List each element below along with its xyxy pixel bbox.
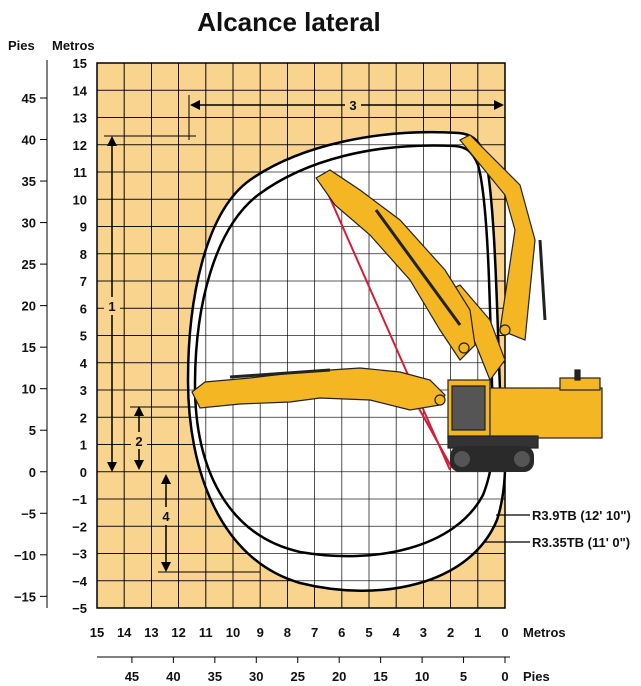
left-feet-tick-label: −5 [21,506,36,521]
excavator-tracks [450,446,534,472]
bottom-feet-tick-label: 35 [208,669,222,684]
dimension-2-label: 2 [135,434,142,449]
bottom-meters-tick-label: 8 [284,625,291,640]
bottom-meters-tick-label: 15 [90,625,104,640]
outer-reach-curve [186,130,507,592]
dimension-1: 1 [104,135,196,472]
bottom-feet-tick-label: 25 [291,669,305,684]
left-feet-tick-label: 15 [22,340,36,355]
bottom-meters-ticks: 15 14 13 12 11 10 9 8 7 6 5 4 3 2 1 0 [90,625,509,640]
left-feet-tick-label: 20 [22,299,36,314]
left-meters-tick-label: 9 [80,220,87,235]
dimension-1-label: 1 [108,299,115,314]
left-feet-tick-label: 0 [29,465,36,480]
bottom-feet-tick-label: 10 [415,669,429,684]
left-meters-tick-label: 15 [73,56,87,71]
dimension-3-label: 3 [349,98,356,113]
left-feet-tick-label: 30 [22,216,36,231]
left-feet-tick-label: 40 [22,133,36,148]
left-meters-tick-label: 5 [80,329,87,344]
left-meters-tick-label: 6 [80,301,87,316]
left-meters-tick-label: 11 [73,165,87,180]
bottom-feet-tick-label: 40 [166,669,180,684]
left-meters-tick-label: 8 [80,247,87,262]
inner-curve-label: R3.35TB (11' 0") [532,535,630,550]
left-feet-tick-label: 10 [22,382,36,397]
bottom-meters-tick-label: 13 [144,625,158,640]
dimension-4-label: 4 [162,509,170,524]
bottom-feet-tick-label: 45 [125,669,139,684]
bottom-feet-tick-label: 30 [249,669,263,684]
left-feet-tick-label: −10 [14,548,36,563]
excavator-body [447,369,603,449]
left-meters-tick-label: −3 [72,547,87,562]
diagram-title: Alcance lateral [197,7,381,37]
inner-reach-curve [193,144,496,558]
dimension-4: 4 [158,474,260,573]
bottom-feet-ticks: 45 40 35 30 25 20 15 10 5 0 [125,657,509,684]
left-feet-tick-label: 25 [22,257,36,272]
bottom-feet-tick-label: 5 [460,669,467,684]
bottom-meters-tick-label: 3 [420,625,427,640]
dimension-2: 2 [130,406,195,470]
bottom-feet-tick-label: 0 [501,669,508,684]
left-meters-tick-label: 0 [80,465,87,480]
left-feet-tick-label: 5 [29,423,36,438]
left-meters-tick-label: −5 [72,601,87,616]
dimension-3: 3 [188,95,504,140]
excavator-front-diagonal [315,169,476,361]
bottom-meters-tick-label: 14 [117,625,132,640]
bottom-meters-tick-label: 1 [474,625,481,640]
left-meters-tick-label: −2 [72,519,87,534]
bottom-meters-tick-label: 7 [311,625,318,640]
left-feet-tick-label: −15 [14,589,36,604]
left-meters-tick-label: 2 [80,410,87,425]
bottom-meters-tick-label: 0 [501,625,508,640]
bottom-meters-tick-label: 9 [257,625,264,640]
left-meters-tick-label: 14 [73,83,88,98]
left-meters-tick-label: 4 [80,356,88,371]
bottom-meters-tick-label: 10 [226,625,240,640]
excavator-front-horizontal [191,367,446,411]
grid-lines-overlay [97,63,505,608]
left-meters-tick-label: −1 [72,492,87,507]
outer-curve-callout: R3.9TB (12' 10") [496,508,631,523]
inner-curve-callout: R3.35TB (11' 0") [484,535,630,550]
meters-axis-label-top: Metros [52,38,95,53]
bottom-feet-tick-label: 20 [332,669,346,684]
meters-axis-label-bottom: Metros [523,625,566,640]
left-meters-tick-label: 10 [73,192,87,207]
left-meters-tick-label: 3 [80,383,87,398]
bottom-meters-tick-label: 6 [338,625,345,640]
bottom-meters-tick-label: 11 [199,625,213,640]
left-feet-tick-label: 45 [22,91,36,106]
bottom-meters-tick-label: 12 [171,625,185,640]
bottom-meters-tick-label: 2 [447,625,454,640]
left-feet-ticks: 45 40 35 30 25 20 15 10 5 0 −5 −10 −15 [14,91,47,604]
left-meters-tick-label: 13 [73,111,87,126]
left-feet-tick-label: 35 [22,174,36,189]
left-meters-tick-label: 12 [73,138,87,153]
left-meters-tick-label: 1 [80,438,87,453]
feet-axis-label-bottom: Pies [523,669,550,684]
bottom-meters-tick-label: 4 [393,625,401,640]
feet-axis-label-top: Pies [8,38,35,53]
bottom-feet-tick-label: 15 [373,669,387,684]
bottom-meters-tick-label: 5 [365,625,372,640]
outer-curve-label: R3.9TB (12' 10") [532,508,631,523]
left-meters-tick-label: −4 [72,574,88,589]
left-meters-tick-label: 7 [80,274,87,289]
